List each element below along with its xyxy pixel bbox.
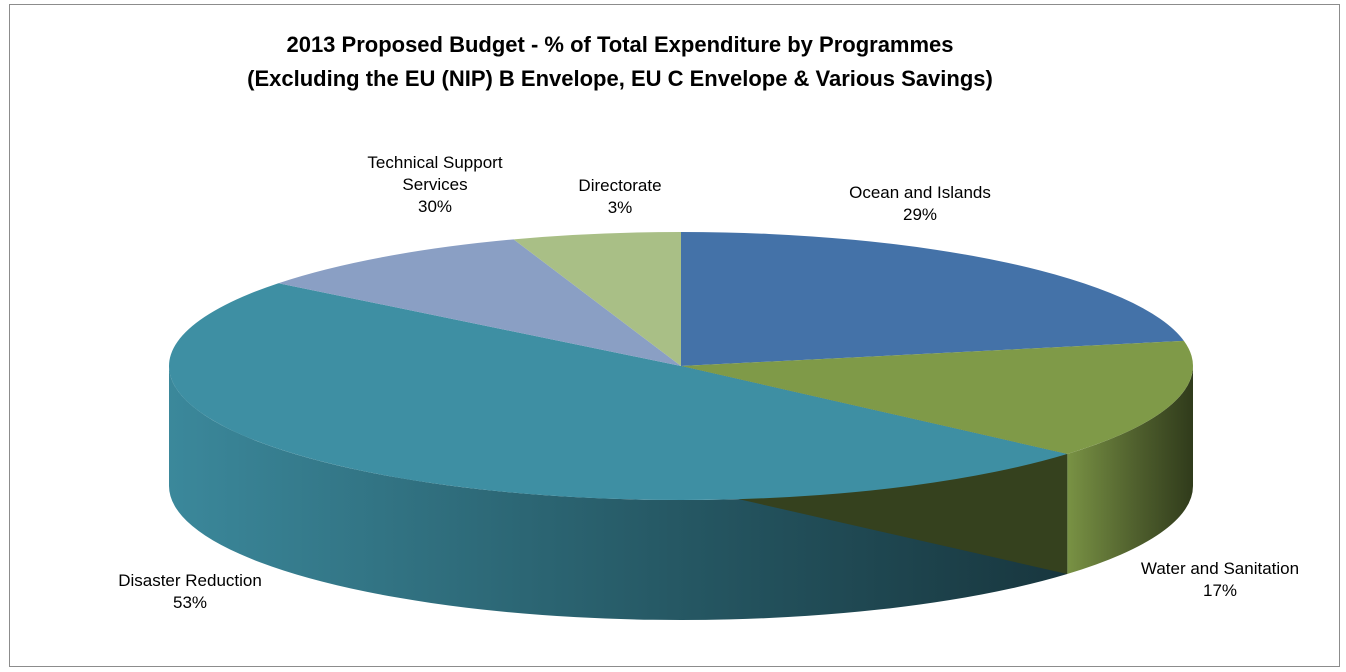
data-label-ocean-and-islands: Ocean and Islands 29% [849, 183, 991, 224]
chart-title-line-1: 2013 Proposed Budget - % of Total Expend… [286, 32, 954, 57]
pie-slice-disaster-reduction [168, 283, 1068, 501]
data-label-directorate: Directorate 3% [578, 176, 662, 217]
pie-slice-ocean-and-islands [681, 232, 1184, 366]
pie-slice-water-and-sanitation [681, 340, 1193, 454]
chart-title-line-2: (Excluding the EU (NIP) B Envelope, EU C… [247, 66, 993, 91]
pie-slice-directorate [513, 232, 681, 366]
data-label-disaster-reduction: Disaster Reduction 53% [118, 571, 262, 612]
pie-wall-water-and-sanitation [1067, 366, 1193, 574]
pie-slice-technical-support-services [278, 239, 681, 366]
data-label-water-and-sanitation: Water and Sanitation 17% [1140, 559, 1300, 600]
pie-wall-disaster-reduction [169, 366, 1068, 620]
data-label-technical-support-services: Technical Support Services 30% [367, 153, 503, 216]
chart-title: 2013 Proposed Budget - % of Total Expend… [120, 28, 1120, 96]
